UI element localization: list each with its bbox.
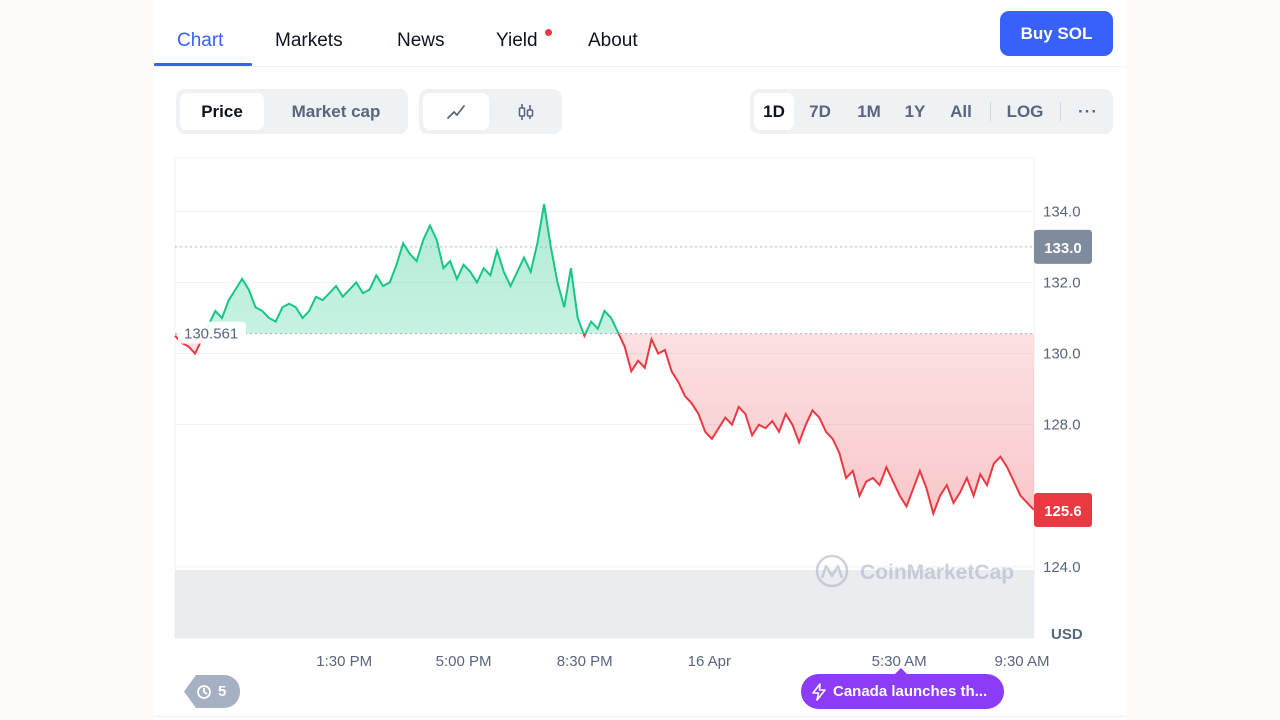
reference-price-label: 130.561 xyxy=(178,321,246,344)
range-all[interactable]: All xyxy=(950,101,972,121)
toolbar-divider xyxy=(1060,102,1061,121)
range-7d[interactable]: 7D xyxy=(809,101,831,121)
metric-toggle: Price Market cap xyxy=(176,89,408,134)
toolbar-divider xyxy=(990,102,991,121)
x-tick-label: 8:30 PM xyxy=(557,653,613,670)
price-chart[interactable]: CoinMarketCap 130.561 134.0 132.0 130.0 128… xyxy=(154,150,1126,675)
x-tick-label: 1:30 PM xyxy=(316,653,372,670)
price-line-down xyxy=(174,333,1035,517)
currency-unit-label: USD xyxy=(1051,626,1083,643)
history-count: 5 xyxy=(218,683,227,700)
x-tick-label: 9:30 AM xyxy=(994,653,1049,670)
y-tick-label: 134.0 xyxy=(1043,203,1081,220)
up-area-fill xyxy=(175,204,1034,334)
svg-text:125.6: 125.6 xyxy=(1044,503,1082,520)
price-chart-panel: Chart Markets News Yield About Buy SOL P… xyxy=(154,0,1126,720)
current-price-badge: 125.6 xyxy=(1034,493,1092,527)
tab-news[interactable]: News xyxy=(397,30,445,51)
down-area-fill xyxy=(175,333,1034,514)
x-axis: 1:30 PM 5:00 PM 8:30 PM 16 Apr 5:30 AM 9:30 A… xyxy=(316,653,1049,670)
y-tick-label: 132.0 xyxy=(1043,274,1081,291)
price-line-up xyxy=(203,204,620,334)
y-tick-label: 130.0 xyxy=(1043,346,1081,363)
section-tab-bar: Chart Markets News Yield About Buy SOL xyxy=(154,0,1126,67)
range-1m[interactable]: 1M xyxy=(857,101,881,121)
lightning-icon xyxy=(812,682,826,701)
watermark-text: CoinMarketCap xyxy=(860,561,1014,584)
buy-sol-button[interactable]: Buy SOL xyxy=(1000,11,1113,56)
range-1d[interactable]: 1D xyxy=(754,93,794,130)
time-range-toggle: 1D 7D 1M 1Y All LOG ··· xyxy=(750,89,1113,134)
tab-chart[interactable]: Chart xyxy=(177,30,224,51)
tab-yield[interactable]: Yield xyxy=(496,30,538,51)
active-tab-indicator xyxy=(154,63,252,66)
y-tick-label: 128.0 xyxy=(1043,417,1081,434)
history-icon xyxy=(197,684,211,699)
history-badge[interactable]: 5 xyxy=(184,675,240,708)
news-headline: Canada launches th... xyxy=(833,683,988,700)
x-tick-label: 5:00 PM xyxy=(436,653,492,670)
market-cap-option[interactable]: Market cap xyxy=(291,101,381,121)
y-axis: 134.0 132.0 130.0 128.0 124.0 xyxy=(1043,203,1081,576)
yield-notification-dot xyxy=(545,29,552,36)
more-options-icon[interactable]: ··· xyxy=(1078,101,1098,121)
tab-markets[interactable]: Markets xyxy=(275,30,343,51)
svg-text:130.561: 130.561 xyxy=(184,326,238,343)
range-1y[interactable]: 1Y xyxy=(904,101,926,121)
news-event-chip[interactable]: Canada launches th... xyxy=(801,668,1004,709)
right-margin xyxy=(1126,0,1280,720)
line-chart-icon[interactable] xyxy=(423,93,489,130)
log-scale-toggle[interactable]: LOG xyxy=(1006,101,1044,121)
candlestick-icon[interactable] xyxy=(493,93,558,130)
bottom-divider xyxy=(154,716,1126,717)
x-tick-label: 5:30 AM xyxy=(872,653,927,670)
coinmarketcap-watermark: CoinMarketCap xyxy=(815,554,1014,588)
price-option[interactable]: Price xyxy=(180,93,264,130)
x-tick-label: 16 Apr xyxy=(688,653,731,670)
chart-type-toggle xyxy=(419,89,562,134)
svg-text:133.0: 133.0 xyxy=(1044,240,1082,257)
hover-price-badge: 133.0 xyxy=(1034,229,1092,264)
volume-area xyxy=(175,570,1034,638)
tab-about[interactable]: About xyxy=(588,30,638,51)
y-tick-label: 124.0 xyxy=(1043,559,1081,576)
